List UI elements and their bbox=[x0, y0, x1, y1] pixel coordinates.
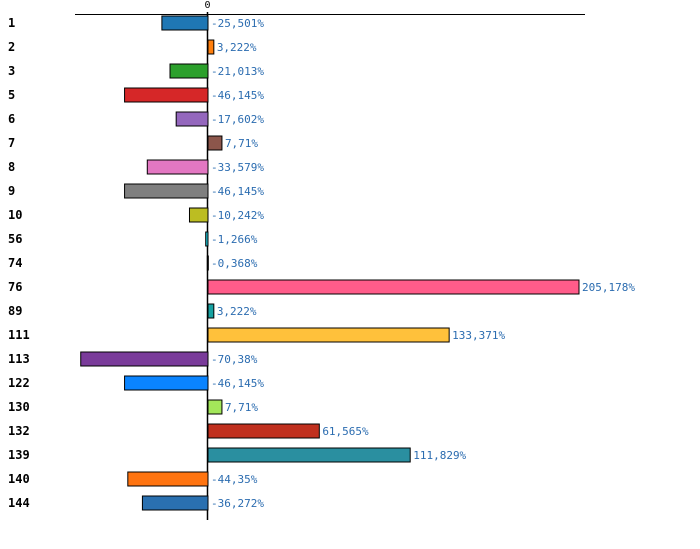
value-label: 7,71% bbox=[225, 137, 258, 150]
bar bbox=[141, 495, 209, 511]
value-label: -36,272% bbox=[211, 497, 264, 510]
value-label: -46,145% bbox=[211, 89, 264, 102]
category-label: 1 bbox=[8, 16, 15, 30]
value-label: -33,579% bbox=[211, 161, 264, 174]
category-label: 74 bbox=[8, 256, 22, 270]
value-label: -0,368% bbox=[211, 257, 258, 270]
bar bbox=[207, 39, 215, 55]
category-label: 111 bbox=[8, 328, 30, 342]
value-label: -1,266% bbox=[211, 233, 258, 246]
bar bbox=[146, 159, 209, 175]
category-label: 8 bbox=[8, 160, 15, 174]
category-label: 144 bbox=[8, 496, 30, 510]
category-label: 140 bbox=[8, 472, 30, 486]
value-label: -70,38% bbox=[211, 353, 258, 366]
category-label: 130 bbox=[8, 400, 30, 414]
value-label: -25,501% bbox=[211, 17, 264, 30]
bar bbox=[207, 279, 580, 295]
bar bbox=[207, 399, 223, 415]
bar bbox=[80, 351, 209, 367]
bar bbox=[175, 111, 209, 127]
value-label: 133,371% bbox=[452, 329, 505, 342]
value-label: -10,242% bbox=[211, 209, 264, 222]
category-label: 3 bbox=[8, 64, 15, 78]
bar bbox=[161, 15, 209, 31]
bar bbox=[207, 423, 320, 439]
category-label: 122 bbox=[8, 376, 30, 390]
value-label: 205,178% bbox=[582, 281, 635, 294]
category-label: 5 bbox=[8, 88, 15, 102]
category-label: 132 bbox=[8, 424, 30, 438]
category-label: 9 bbox=[8, 184, 15, 198]
value-label: 3,222% bbox=[217, 41, 257, 54]
category-label: 2 bbox=[8, 40, 15, 54]
bar bbox=[124, 183, 209, 199]
value-label: -44,35% bbox=[211, 473, 258, 486]
category-label: 6 bbox=[8, 112, 15, 126]
category-label: 76 bbox=[8, 280, 22, 294]
category-label: 56 bbox=[8, 232, 22, 246]
bar bbox=[207, 135, 223, 151]
labels-layer: 1 -25,501% 2 3,222% 3 -21,013% 5 -46,145% 6 -17,6… bbox=[8, 16, 635, 510]
value-label: 3,222% bbox=[217, 305, 257, 318]
value-label: -46,145% bbox=[211, 377, 264, 390]
bar bbox=[188, 207, 209, 223]
value-label: -46,145% bbox=[211, 185, 264, 198]
value-label: 61,565% bbox=[322, 425, 369, 438]
bar bbox=[127, 471, 209, 487]
category-label: 7 bbox=[8, 136, 15, 150]
value-label: -17,602% bbox=[211, 113, 264, 126]
category-label: 139 bbox=[8, 448, 30, 462]
bar bbox=[124, 87, 209, 103]
category-label: 89 bbox=[8, 304, 22, 318]
bar bbox=[169, 63, 209, 79]
category-label: 10 bbox=[8, 208, 22, 222]
value-label: -21,013% bbox=[211, 65, 264, 78]
category-label: 113 bbox=[8, 352, 30, 366]
bar bbox=[207, 327, 450, 343]
bars-layer bbox=[80, 15, 580, 511]
bar bbox=[205, 231, 209, 247]
bar bbox=[207, 447, 411, 463]
value-label: 111,829% bbox=[413, 449, 466, 462]
bar bbox=[206, 255, 209, 271]
bar bbox=[124, 375, 209, 391]
bar bbox=[207, 303, 215, 319]
zero-tick-label: 0 bbox=[204, 0, 210, 11]
value-label: 7,71% bbox=[225, 401, 258, 414]
